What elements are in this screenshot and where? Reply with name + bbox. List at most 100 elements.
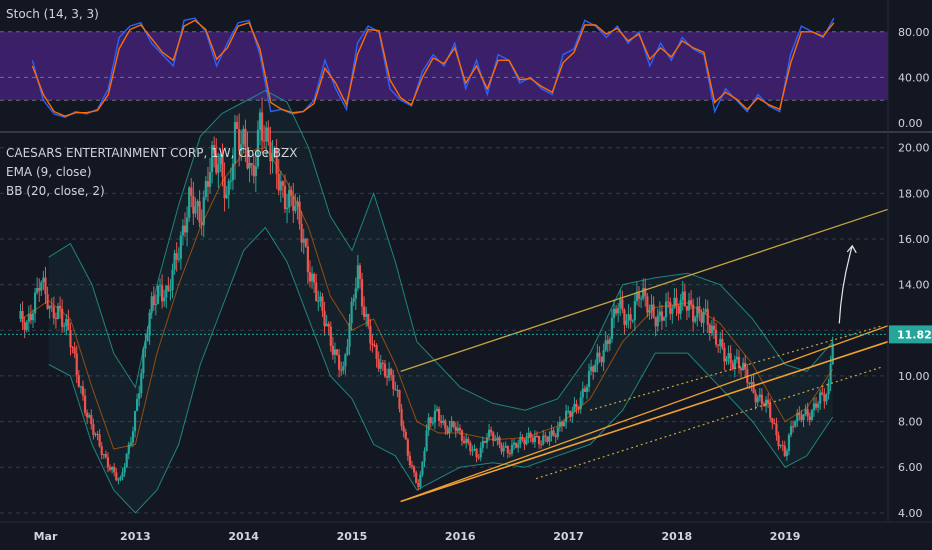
candle xyxy=(723,342,726,371)
candle-body xyxy=(127,444,130,454)
candle-body xyxy=(252,165,255,177)
candle xyxy=(19,303,22,323)
candle-body xyxy=(646,296,649,313)
candle xyxy=(306,238,309,284)
candle-body xyxy=(423,450,426,462)
dotted-upper-line xyxy=(590,325,883,411)
candle-body xyxy=(433,410,437,423)
candle-body xyxy=(273,148,276,154)
upper-channel-base-line xyxy=(400,325,889,503)
candle xyxy=(275,139,278,190)
candle-body xyxy=(504,445,507,448)
candle xyxy=(498,435,501,449)
candle xyxy=(363,296,366,321)
candle xyxy=(335,349,339,356)
candle xyxy=(67,309,70,331)
candle-body xyxy=(277,173,280,191)
candle xyxy=(704,299,707,315)
candle-body xyxy=(627,314,630,321)
candle xyxy=(63,322,66,333)
candle xyxy=(102,453,105,460)
candle-body xyxy=(192,195,195,214)
candle-body xyxy=(381,362,384,364)
candle xyxy=(662,315,666,322)
candle-body xyxy=(206,180,210,187)
candle xyxy=(592,364,595,380)
candle-body xyxy=(658,311,661,316)
candle xyxy=(156,284,160,305)
candle-body xyxy=(223,176,226,199)
candle-body xyxy=(492,432,495,441)
candle xyxy=(621,290,624,314)
candle-body xyxy=(585,387,589,392)
candle-body xyxy=(600,356,603,363)
candle-body xyxy=(654,317,657,327)
candle xyxy=(681,280,684,311)
candle xyxy=(111,466,114,474)
candle xyxy=(812,397,816,417)
candle-body xyxy=(250,163,253,166)
candle xyxy=(585,383,589,400)
candle-body xyxy=(704,308,707,312)
candle-body xyxy=(75,353,78,376)
candle xyxy=(206,166,210,202)
candle-body xyxy=(235,122,239,130)
candle-body xyxy=(604,340,607,351)
candle xyxy=(163,289,166,307)
candle-body xyxy=(136,399,139,411)
candle-body xyxy=(71,346,74,348)
projection-arrow-head xyxy=(846,244,857,254)
candle-body xyxy=(121,472,124,478)
candle-body xyxy=(321,296,324,312)
candle-body xyxy=(739,368,743,371)
candle xyxy=(377,351,380,373)
candle-body xyxy=(306,246,309,273)
candle-body xyxy=(527,432,530,439)
candle xyxy=(146,326,149,342)
candle-body xyxy=(631,320,634,322)
candle-body xyxy=(83,395,87,413)
candle xyxy=(410,460,414,470)
candle-body xyxy=(360,279,364,307)
price-y-tick: 6.00 xyxy=(898,461,923,474)
candle xyxy=(694,315,697,324)
candle xyxy=(242,125,245,153)
candle-body xyxy=(802,413,805,421)
candle-body xyxy=(652,304,655,318)
candle-body xyxy=(267,127,270,142)
candle-body xyxy=(317,300,320,302)
candle xyxy=(319,291,322,307)
candle xyxy=(483,440,487,444)
candle-body xyxy=(390,368,393,376)
candle-body xyxy=(167,285,170,291)
candle xyxy=(69,322,72,356)
candle-body xyxy=(714,329,718,345)
candle xyxy=(83,388,87,416)
candle-body xyxy=(125,453,128,468)
candle xyxy=(233,114,237,180)
candle xyxy=(433,404,437,430)
candle xyxy=(290,185,293,207)
candle-body xyxy=(146,335,149,342)
stochastic-y-axis: 80.00 40.00 0.00 xyxy=(898,26,930,130)
candle xyxy=(735,348,738,364)
candle xyxy=(731,360,734,371)
candle xyxy=(504,441,507,449)
candle xyxy=(40,280,43,296)
candle-body xyxy=(313,273,316,283)
candle-body xyxy=(644,288,647,297)
candle-body xyxy=(350,301,353,324)
candle-body xyxy=(717,344,720,346)
candle xyxy=(198,190,201,228)
candle xyxy=(302,228,305,255)
candle-body xyxy=(63,325,66,327)
candle-body xyxy=(248,163,251,169)
candle xyxy=(173,249,176,275)
candle xyxy=(423,447,426,468)
candle-body xyxy=(794,421,797,427)
candle xyxy=(369,318,372,351)
candle xyxy=(108,464,112,472)
candle xyxy=(192,181,195,225)
candle-body xyxy=(67,318,70,331)
candle xyxy=(798,406,801,421)
